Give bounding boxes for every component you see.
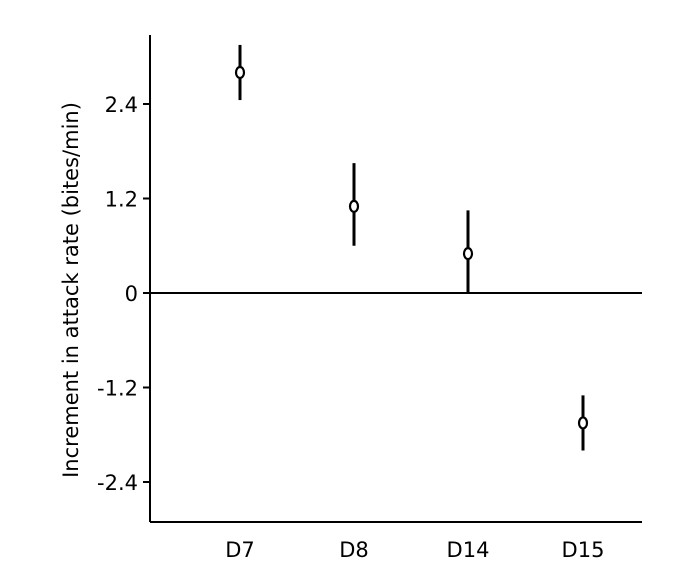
data-point [234, 65, 246, 80]
x-tick-labels: D7 D8 D14 D15 [225, 538, 604, 562]
data-point [462, 247, 474, 261]
x-tick-label: D15 [562, 538, 605, 562]
y-tick-label: 2.4 [105, 93, 138, 117]
y-tick-label: -2.4 [97, 471, 138, 495]
y-axis-title: Increment in attack rate (bites/min) [59, 102, 83, 478]
y-tick-label: -1.2 [97, 377, 138, 401]
y-tick-label: 1.2 [105, 188, 138, 212]
x-tick-label: D14 [447, 538, 490, 562]
x-tick-label: D7 [225, 538, 255, 562]
y-tick-label: 0 [125, 282, 138, 306]
y-ticks: 2.4 1.2 0 -1.2 -2.4 [97, 93, 150, 495]
data-point [348, 199, 360, 213]
plot-area: 2.4 1.2 0 -1.2 -2.4 D7 D8 D14 D15 [97, 35, 642, 562]
data-point [577, 416, 589, 430]
data-points [234, 44, 589, 451]
x-tick-label: D8 [339, 538, 369, 562]
